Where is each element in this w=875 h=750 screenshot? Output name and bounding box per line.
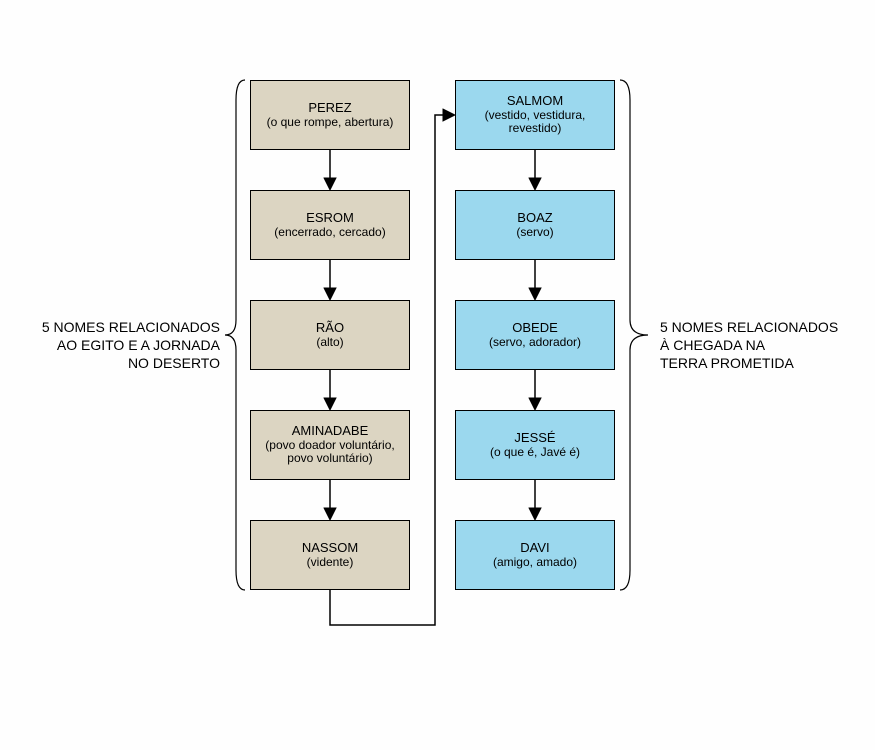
right-group-label: 5 NOMES RELACIONADOS À CHEGADA NA TERRA … xyxy=(660,318,860,373)
node-title: JESSÉ xyxy=(514,431,555,446)
node-title: NASSOM xyxy=(302,541,358,556)
node-boaz: BOAZ (servo) xyxy=(455,190,615,260)
node-subtitle: (o que rompe, abertura) xyxy=(267,116,394,130)
right-label-line3: TERRA PROMETIDA xyxy=(660,355,794,371)
node-salmom: SALMOM (vestido, vestidura, revestido) xyxy=(455,80,615,150)
node-subtitle: (servo, adorador) xyxy=(489,336,581,350)
node-title: AMINADABE xyxy=(292,424,369,439)
node-title: ESROM xyxy=(306,211,354,226)
left-label-line2: AO EGITO E A JORNADA xyxy=(57,337,220,353)
node-nassom: NASSOM (vidente) xyxy=(250,520,410,590)
right-label-line2: À CHEGADA NA xyxy=(660,337,765,353)
left-group-label: 5 NOMES RELACIONADOS AO EGITO E A JORNAD… xyxy=(25,318,220,373)
node-rao: RÃO (alto) xyxy=(250,300,410,370)
node-perez: PEREZ (o que rompe, abertura) xyxy=(250,80,410,150)
node-subtitle: (servo) xyxy=(516,226,553,240)
node-subtitle: (vidente) xyxy=(307,556,354,570)
left-label-line3: NO DESERTO xyxy=(128,355,220,371)
node-subtitle: (o que é, Javé é) xyxy=(490,446,580,460)
left-label-line1: 5 NOMES RELACIONADOS xyxy=(42,319,220,335)
left-brace xyxy=(225,80,245,590)
node-title: OBEDE xyxy=(512,321,558,336)
node-esrom: ESROM (encerrado, cercado) xyxy=(250,190,410,260)
connectors-overlay xyxy=(0,0,875,750)
node-title: PEREZ xyxy=(308,101,351,116)
node-subtitle: (alto) xyxy=(316,336,343,350)
right-brace xyxy=(620,80,648,590)
node-aminadabe: AMINADABE (povo doador voluntário, povo … xyxy=(250,410,410,480)
node-subtitle: (povo doador voluntário, povo voluntário… xyxy=(257,439,403,467)
node-jesse: JESSÉ (o que é, Javé é) xyxy=(455,410,615,480)
node-subtitle: (encerrado, cercado) xyxy=(274,226,385,240)
node-title: RÃO xyxy=(316,321,344,336)
diagram-canvas: 5 NOMES RELACIONADOS AO EGITO E A JORNAD… xyxy=(0,0,875,750)
node-obede: OBEDE (servo, adorador) xyxy=(455,300,615,370)
node-subtitle: (vestido, vestidura, revestido) xyxy=(462,109,608,137)
node-davi: DAVI (amigo, amado) xyxy=(455,520,615,590)
node-title: DAVI xyxy=(520,541,549,556)
node-title: SALMOM xyxy=(507,94,563,109)
node-subtitle: (amigo, amado) xyxy=(493,556,577,570)
node-title: BOAZ xyxy=(517,211,552,226)
right-label-line1: 5 NOMES RELACIONADOS xyxy=(660,319,838,335)
